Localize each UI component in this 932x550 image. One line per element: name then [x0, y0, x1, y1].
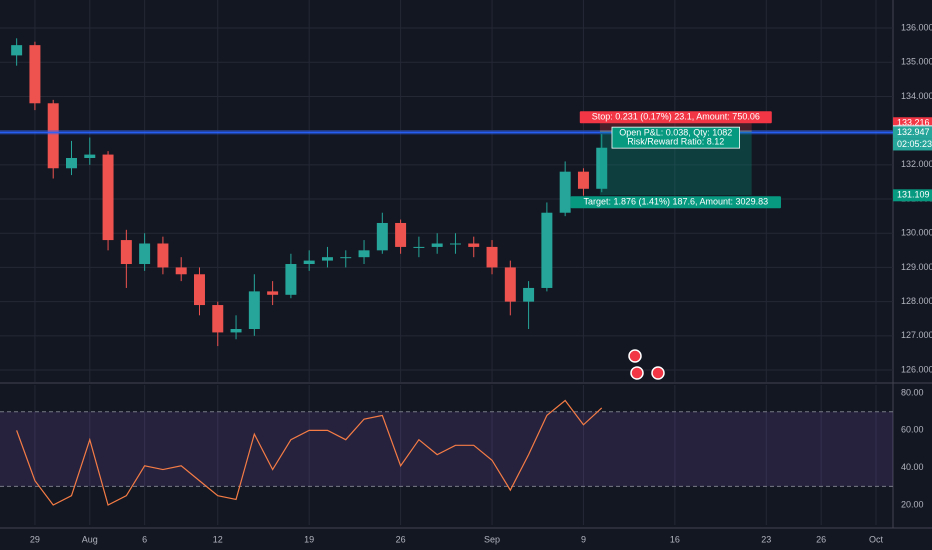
candle-body: [139, 243, 151, 265]
rsi-band: [0, 411, 893, 487]
price-tag: [893, 126, 932, 139]
candle-body: [157, 243, 169, 268]
y-tick-label: 60.00: [901, 425, 924, 435]
candle-body: [267, 291, 279, 295]
event-icons[interactable]: [628, 349, 665, 380]
x-tick-label: Aug: [82, 534, 98, 544]
candle-body: [376, 222, 388, 251]
event-icon[interactable]: [630, 366, 644, 380]
candle-body: [102, 154, 114, 241]
y-tick-label: 129.000: [901, 262, 932, 272]
candle-body: [468, 243, 480, 247]
y-tick-label: 128.000: [901, 296, 932, 306]
x-tick-label: 9: [581, 534, 586, 544]
x-tick-label: 19: [304, 534, 314, 544]
price-tag-label: 133.216: [897, 118, 930, 128]
x-tick-label: 23: [761, 534, 771, 544]
y-tick-label: 132.000: [901, 159, 932, 169]
price-tag: [893, 189, 932, 202]
y-tick-label: 126.000: [901, 364, 932, 374]
candle-body: [486, 246, 498, 268]
event-icon[interactable]: [651, 366, 665, 380]
y-tick-label: 130.000: [901, 228, 932, 238]
y-tick-label: 40.00: [901, 462, 924, 472]
candle-body: [577, 171, 589, 189]
candle-body: [395, 222, 407, 247]
candle-body: [358, 250, 370, 258]
rsi-line: [16, 399, 603, 506]
event-icon[interactable]: [628, 349, 642, 363]
candle-body: [84, 154, 96, 158]
candle-body: [11, 45, 23, 56]
candle-body: [212, 305, 224, 333]
candle-body: [175, 267, 187, 275]
y-tick-label: 135.000: [901, 57, 932, 67]
candle-body: [29, 45, 41, 104]
stop-label: Stop: 0.231 (0.17%) 23.1, Amount: 750.06: [592, 112, 760, 122]
timer-tag: [893, 138, 932, 151]
target-label: Target: 1.876 (1.41%) 187.6, Amount: 302…: [583, 197, 768, 207]
candle-body: [248, 291, 260, 329]
candle-body: [431, 243, 443, 247]
x-tick-label: 26: [396, 534, 406, 544]
candle-body: [523, 287, 535, 302]
candle-body: [321, 257, 333, 261]
candle-body: [504, 267, 516, 302]
price-tag-label: 132.947: [897, 127, 930, 137]
pnl-box: [611, 126, 740, 149]
candle-body: [193, 274, 205, 306]
x-tick-label: 16: [670, 534, 680, 544]
x-tick-label: 12: [213, 534, 223, 544]
stop-label-bg: [579, 111, 772, 124]
y-tick-label: 134.000: [901, 91, 932, 101]
y-tick-label: 136.000: [901, 22, 932, 32]
candle-body: [449, 243, 461, 245]
candle-body: [230, 328, 242, 333]
y-tick-label: 127.000: [901, 330, 932, 340]
candle-body: [340, 257, 352, 259]
candle-body: [66, 157, 77, 169]
candle-body: [285, 264, 297, 295]
candle-body: [559, 171, 571, 213]
x-tick-label: 6: [142, 534, 147, 544]
candle-body: [120, 240, 132, 265]
x-tick-label: Oct: [869, 534, 884, 544]
y-tick-label: 20.00: [901, 499, 924, 509]
candle-body: [303, 260, 315, 265]
pnl-label: Open P&L: 0.038, Qty: 1082: [619, 128, 732, 138]
x-tick-label: 26: [816, 534, 826, 544]
target-label-bg: [570, 196, 781, 209]
y-tick-label: 80.00: [901, 387, 924, 397]
candle-body: [47, 103, 59, 169]
candle-body: [541, 212, 553, 288]
x-tick-label: 29: [30, 534, 40, 544]
candle-body: [413, 246, 425, 248]
x-tick-label: Sep: [484, 534, 500, 544]
price-tag-label: 131.109: [897, 190, 930, 200]
timer-label: 02:05:23: [897, 139, 932, 149]
ratio-label: Risk/Reward Ratio: 8.12: [627, 137, 724, 147]
candle-body: [596, 147, 608, 189]
